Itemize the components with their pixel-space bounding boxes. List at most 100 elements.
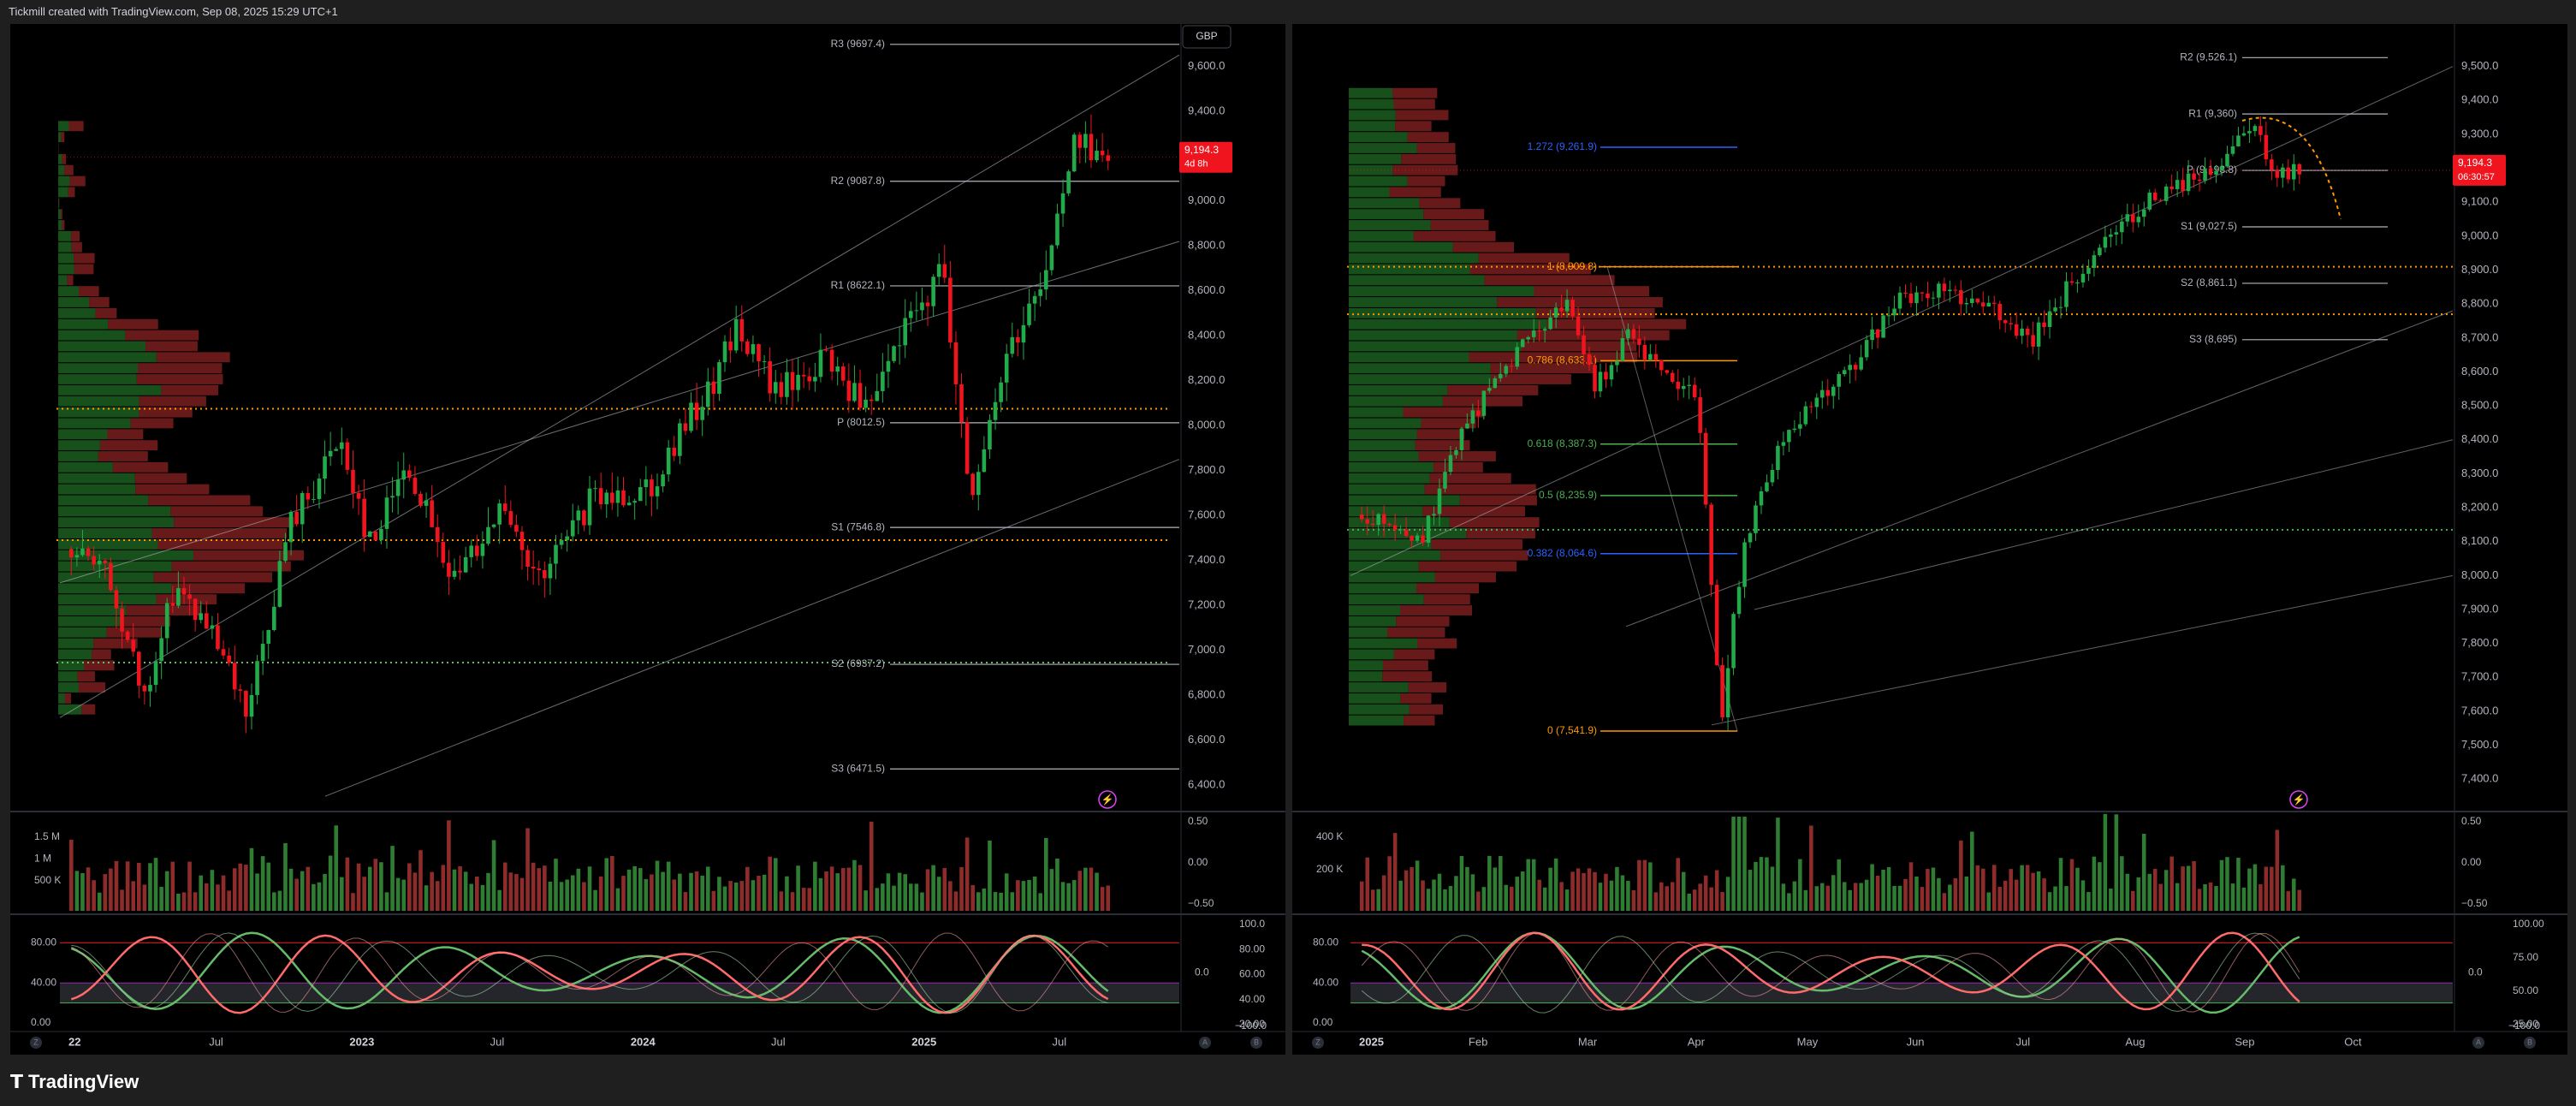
left-candle-body [722,341,727,363]
right-candle-body [2075,282,2080,283]
left-volume-bar [181,892,187,911]
right-candle-body [1415,535,1420,541]
left-candle-body [255,661,259,695]
right-volume-bar [2131,890,2135,911]
left-volume-profile-up [58,627,107,638]
left-volume-profile-up [58,594,157,605]
left-volume-bar [114,860,119,911]
right-volume-bar [1997,886,2002,911]
left-candle-body [491,524,496,527]
left-pivot-label: R3 (9697.4) [831,38,885,50]
left-volume-bar [982,888,987,911]
left-candle-body [965,421,970,474]
left-last-price-value: 9,194.3 [1184,144,1219,156]
left-volume-bar [277,890,282,911]
left-candle-body [148,685,152,692]
right-volume-profile-up [1349,318,1547,330]
left-volume-bar [1089,867,1094,911]
right-volume-profile-up [1349,395,1443,407]
left-volume-profile-up [58,198,59,209]
left-candle-body [294,511,299,525]
right-candle-body [2186,173,2191,192]
left-candle-body [796,374,800,390]
left-axis-button-label: B [1254,1038,1259,1046]
right-volume-bar [2152,869,2158,911]
right-candle-body [1742,542,1747,587]
right-volume-profile-up [1349,693,1401,704]
left-axis-button-z [30,1037,42,1049]
left-volume-profile-up [58,341,146,352]
right-volume-bar [1637,859,1641,911]
right-candle-body [1736,586,1742,615]
left-candle-body [632,501,637,503]
left-volume-profile-down [71,241,82,253]
left-volume-bar [897,872,902,911]
left-candle-body [598,488,603,505]
left-candle-body [1066,171,1071,193]
right-volume-bar [2186,865,2191,911]
right-volume-right-tick: −0.50 [2461,897,2488,909]
left-volume-bar [204,883,209,911]
left-volume-bar [829,866,834,911]
left-oscillator-series [70,931,1109,1014]
left-candle-body [80,548,85,556]
right-axis-button-label: B [2527,1038,2532,1046]
right-volume-profile-down [1449,517,1540,528]
right-volume-bar [1421,880,1425,911]
left-candle-body [982,449,987,473]
left-volume-bar [700,875,704,911]
left-candle-body [858,383,863,408]
left-volume-bar [976,892,981,911]
left-volume-profile-up [58,209,62,220]
left-candle-body [312,498,316,500]
right-volume-profile-up [1349,594,1424,605]
right-volume-bar [1736,817,1742,911]
left-volume-profile-up [58,175,70,187]
right-volume-bar [1692,889,1697,911]
right-volume-profile-down [1404,715,1435,726]
left-volume-bar [621,876,626,911]
right-volume-profile-down [1521,341,1637,352]
right-volume-bar [1964,876,1969,911]
right-candle-body [1792,428,1797,431]
left-volume-profile-up [58,550,194,561]
right-volume-profile-down [1433,461,1483,473]
left-volume-bar [559,882,564,911]
left-volume-bar [751,880,756,911]
right-axis-button-label: Z [1315,1038,1321,1046]
left-volume-bar [914,883,919,911]
right-volume-bar [1742,817,1747,911]
right-candle-body [1370,523,1375,526]
left-candle-body [430,500,434,527]
left-candle-body [829,349,834,372]
left-volume-bar [683,892,688,911]
right-volume-profile-up [1349,638,1418,649]
right-volume-left-tick: 400 K [1316,830,1343,842]
left-candle-body [892,346,896,361]
right-fib-label: 0.786 (8,633.1) [1528,354,1597,366]
right-volume-profile-down [1389,187,1441,198]
left-volume-bar [502,862,507,911]
left-candle-body [942,264,947,278]
right-time-tick: Mar [1578,1035,1598,1048]
left-candle-body [751,344,756,354]
right-volume-profile-down [1535,307,1655,318]
left-channel-line [59,54,1180,718]
left-volume-bar [858,865,863,911]
left-volume-bar [136,863,141,911]
left-volume-bar [463,871,468,911]
right-volume-profile-up [1349,682,1409,693]
left-candle-body [328,450,333,457]
left-volume-profile-up [58,495,149,506]
left-volume-bar [430,871,434,911]
right-volume-bar [1754,861,1758,911]
right-time-tick: Sep [2235,1035,2254,1048]
right-volume-bar [2169,856,2174,911]
left-volume-bar [109,868,113,911]
right-volume-profile-up [1349,132,1408,143]
right-candle-body [1881,315,1885,338]
left-volume-profile-down [193,550,305,561]
right-volume-profile-up [1349,363,1491,374]
left-volume-bar [170,861,175,911]
right-volume-profile-up [1349,341,1522,352]
